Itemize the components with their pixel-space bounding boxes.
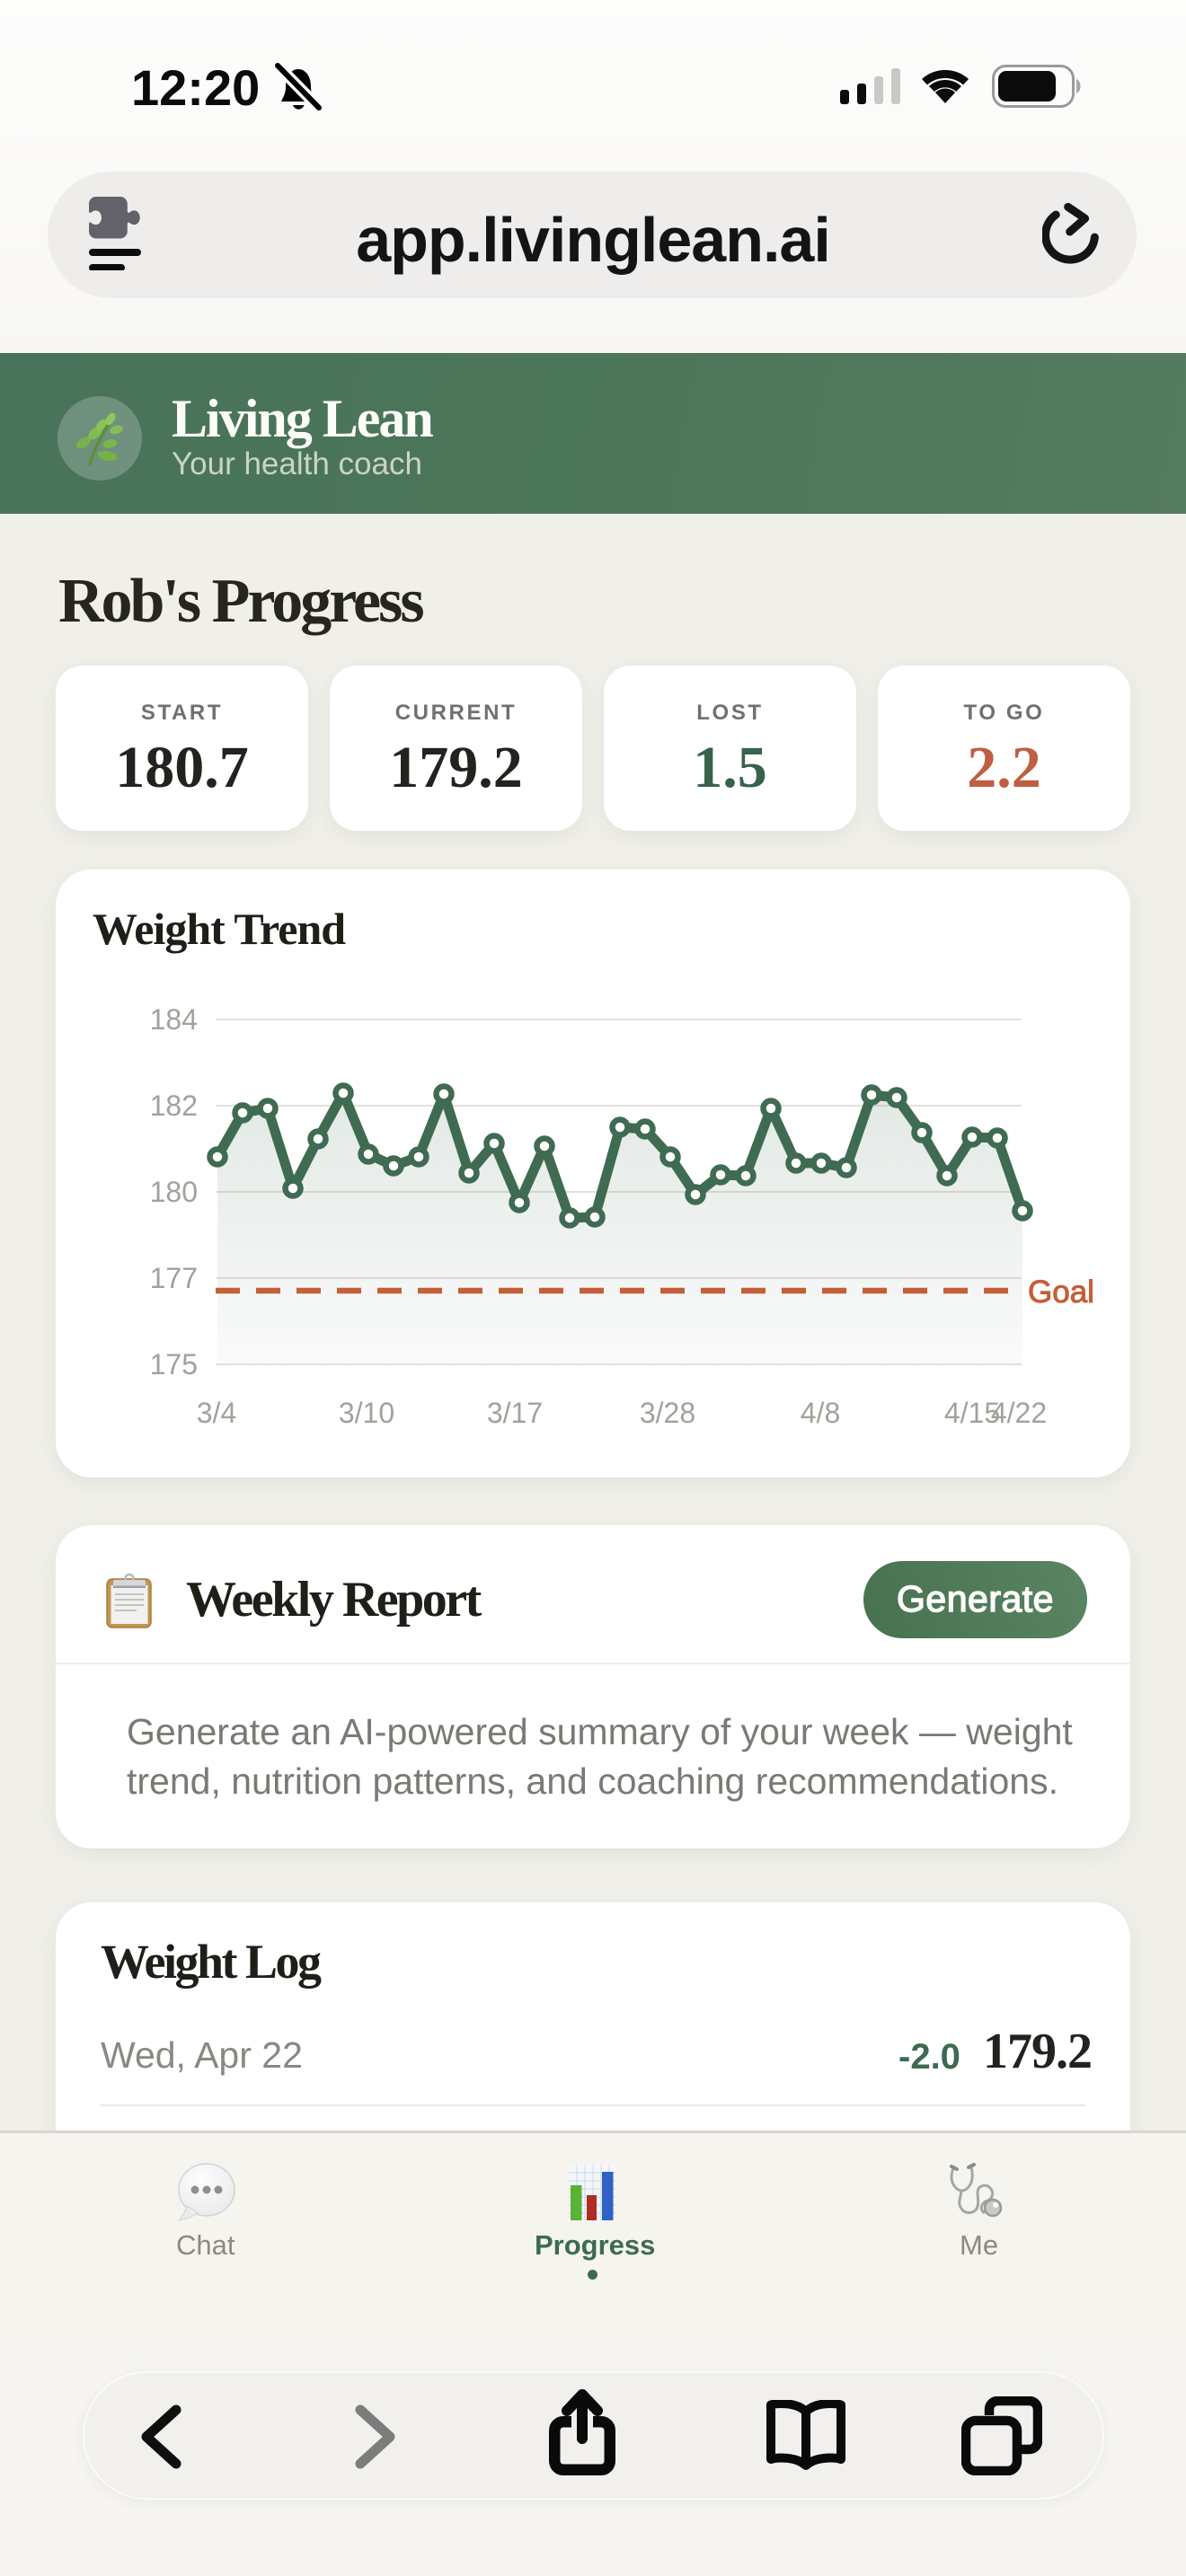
svg-text:182: 182 xyxy=(150,1090,198,1122)
svg-text:3/17: 3/17 xyxy=(487,1397,543,1429)
svg-text:184: 184 xyxy=(150,1003,198,1036)
svg-text:3/4: 3/4 xyxy=(197,1397,236,1429)
svg-text:177: 177 xyxy=(150,1262,198,1294)
svg-text:Goal: Goal xyxy=(1028,1275,1094,1310)
svg-text:4/15: 4/15 xyxy=(944,1397,1000,1429)
svg-text:3/28: 3/28 xyxy=(640,1397,695,1429)
svg-text:4/8: 4/8 xyxy=(801,1397,840,1429)
svg-text:175: 175 xyxy=(150,1348,198,1381)
svg-text:180: 180 xyxy=(150,1176,198,1208)
svg-text:4/22: 4/22 xyxy=(991,1397,1047,1429)
svg-text:3/10: 3/10 xyxy=(339,1397,394,1429)
